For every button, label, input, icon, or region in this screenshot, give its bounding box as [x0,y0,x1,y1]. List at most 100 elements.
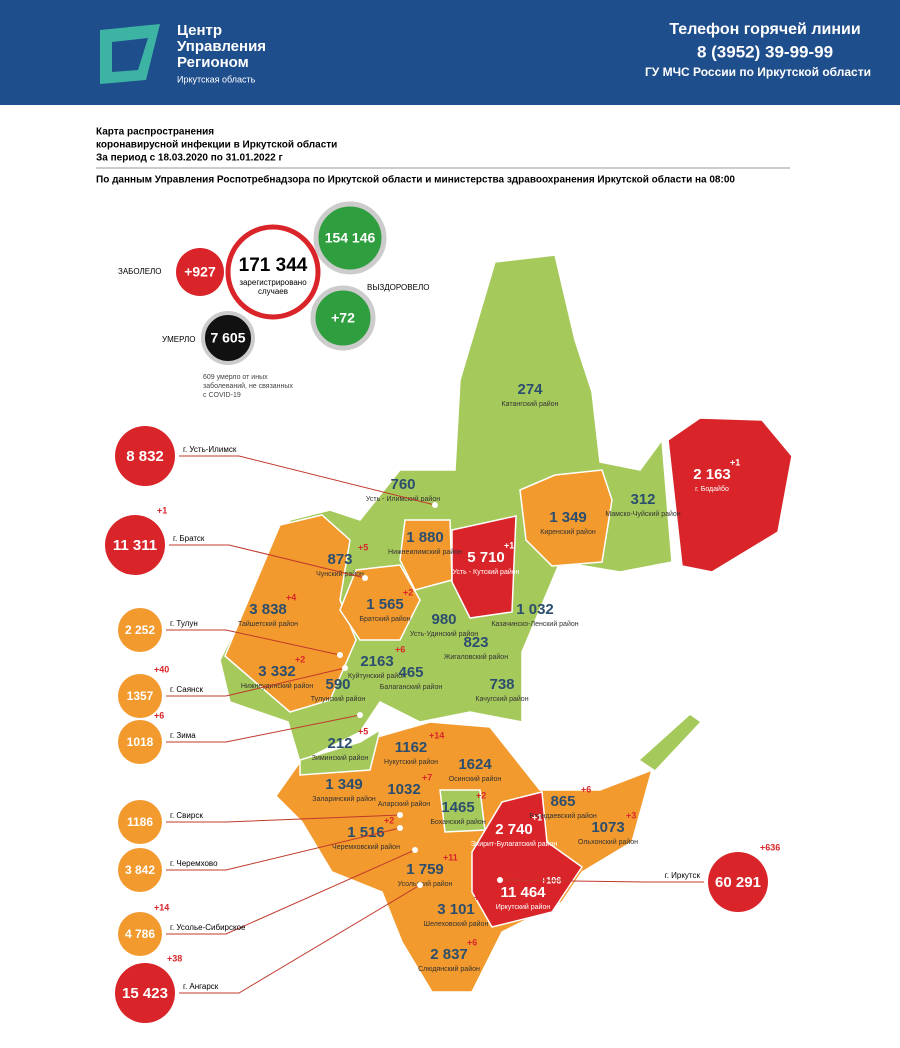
district-value: 590 [325,676,350,693]
district-value: 1624 [458,756,492,773]
district-value: 865 [550,793,575,810]
district-name: Слюдянский район [418,965,480,973]
district-name: Усть - Кутский район [452,568,519,576]
logo-line: Управления [177,38,266,55]
caption: зарегистрировано [239,278,307,287]
district-name: Черемховский район [332,843,400,851]
district-value: 2 837 [430,946,468,963]
source: По данным Управления Роспотребнадзора по… [96,174,735,186]
district-name: Аларский район [378,800,430,808]
district-delta: +11 [443,852,458,862]
title-line: За период с 18.03.2020 по 31.01.2022 г [96,153,283,164]
city-delta: +40 [154,664,169,674]
district-name: Нукутский район [384,758,438,766]
bubble [225,224,321,320]
value: 7 605 [210,330,245,346]
district-delta: +14 [429,730,444,740]
district-name: Усть - Илимский район [366,495,440,503]
city-dot [397,825,403,831]
district-name: Нижнеилимский район [388,548,462,556]
city-name: г. Иркутск [665,871,701,880]
district-value: 3 332 [258,663,296,680]
district-name: Казачинско-Ленский район [491,620,578,628]
city-name: г. Саянск [170,685,203,694]
city-delta: +14 [154,902,169,912]
district-value: 3 101 [437,901,475,918]
district-delta: +1 [730,457,740,467]
district-value: 1 880 [406,529,444,546]
hotline-phone: 8 (3952) 39-99-99 [697,42,833,61]
city-name: г. Зима [170,731,196,740]
district-value: 738 [489,676,514,693]
city-delta: +636 [760,842,780,852]
district-name: Баяндаевский район [529,812,597,820]
district-delta: +5 [358,542,368,552]
district-delta: +1 [532,812,542,822]
leader [166,629,341,656]
district-value: 5 710 [467,549,505,566]
city-bubble [118,912,162,956]
leader [179,884,421,994]
district-delta: +4 [286,592,296,602]
city-name: г. Тулун [170,619,198,628]
city-bubble [708,852,768,912]
city-value: 8 832 [126,448,164,465]
district-delta: +8 [474,892,484,902]
district-name: г. Бодайбо [695,485,729,493]
note: с COVID-19 [203,392,241,399]
district-name: Заларинский район [312,795,376,803]
leader [499,879,704,883]
bubble [313,201,387,275]
title-line: Карта распространения [96,127,214,138]
district-value: 1 759 [406,861,444,878]
city-dot [362,575,368,581]
leader [166,714,361,743]
district-name: Чунский район [316,570,364,578]
note: 609 умерло от иных [203,374,268,381]
bubble [201,311,255,365]
district-value: 2163 [360,653,393,670]
district-value: 465 [398,664,423,681]
city-bubble [115,426,175,486]
district-name: Балаганский район [380,683,443,691]
district-value: 3 838 [249,601,287,618]
district-name: Куйтунский район [348,672,406,680]
city-name: г. Ангарск [183,982,219,991]
city-delta: +1 [157,505,167,515]
district-delta: +3 [626,810,636,820]
district-name: Нижнеудинский район [241,682,313,690]
district-name: Тулунский район [311,695,366,703]
district-name: Зиминский район [312,754,369,762]
map [219,254,793,993]
logo-line: Центр [177,22,222,39]
district-value: 1162 [395,739,428,756]
district-value: 1073 [591,819,624,836]
value: +72 [331,310,355,326]
district-value: 1 032 [516,601,554,618]
city-name: г. Черемхово [170,859,218,868]
district-value: 274 [517,381,543,398]
district-delta: +2 [384,815,394,825]
district-delta: +2 [295,654,305,664]
city-dot [357,712,363,718]
city-value: 1186 [127,815,153,829]
caption: случаев [258,287,288,296]
district-value: 11 464 [500,884,546,901]
city-name: г. Свирск [170,811,203,820]
label: ВЫЗДОРОВЕЛО [367,283,429,292]
value: 171 344 [239,255,308,276]
city-bubble [118,848,162,892]
hotline-title: Телефон горячей линии [669,21,860,38]
bubble [176,248,224,296]
city-value: 15 423 [122,985,168,1002]
district-name: Боханский район [430,818,486,826]
district-name: Осинский район [449,775,502,783]
city-dot [432,502,438,508]
city-bubble [118,800,162,844]
district-value: 1 516 [347,824,385,841]
logo-line: Регионом [177,54,249,71]
district-delta: +1 [504,540,514,550]
district-name: Катангский район [502,400,559,408]
district-value: 1465 [441,799,474,816]
